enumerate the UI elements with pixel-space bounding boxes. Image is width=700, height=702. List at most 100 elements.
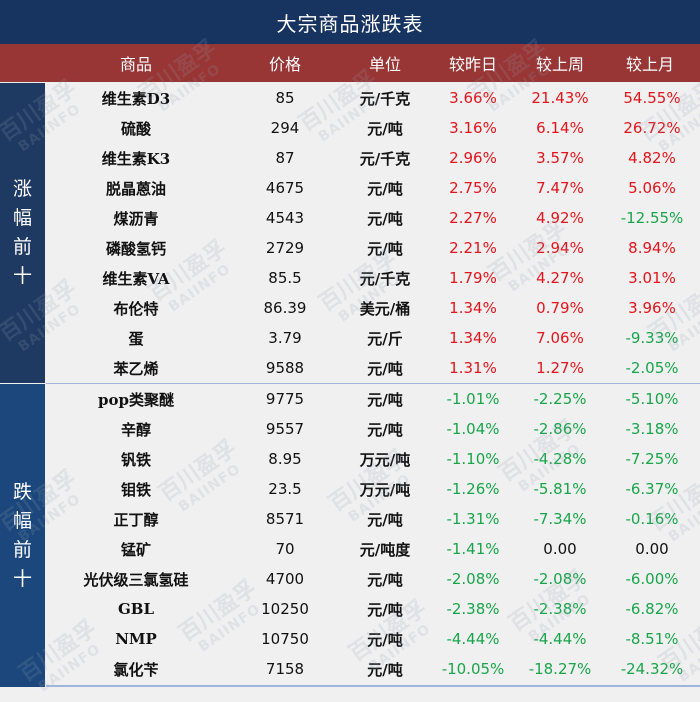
- table-row: 布伦特 86.39 美元/桶 1.34% 0.79% 3.96%: [46, 293, 700, 323]
- change-vs-last-month: 0.00: [635, 540, 669, 558]
- commodity-name: 维生素VA: [102, 269, 170, 288]
- commodity-name: 维生素D3: [101, 89, 171, 108]
- commodity-name: 蛋: [128, 329, 144, 348]
- price-value: 7158: [265, 660, 305, 678]
- change-vs-last-week: -18.27%: [528, 660, 592, 678]
- commodity-name: 正丁醇: [113, 510, 159, 529]
- change-vs-yesterday: 2.96%: [449, 149, 497, 167]
- change-vs-last-month: -12.55%: [620, 209, 684, 227]
- price-value: 23.5: [268, 480, 302, 498]
- price-value: 10750: [261, 630, 309, 648]
- change-vs-last-month: 5.06%: [628, 179, 676, 197]
- table-row: 脱晶蒽油 4675 元/吨 2.75% 7.47% 5.06%: [46, 173, 700, 203]
- price-value: 86.39: [263, 299, 307, 317]
- table-title-text: 大宗商品涨跌表: [276, 11, 424, 36]
- change-vs-last-week: -2.86%: [533, 420, 587, 438]
- change-vs-last-week: -5.81%: [533, 480, 587, 498]
- change-vs-yesterday: 3.16%: [449, 119, 497, 137]
- price-value: 85: [275, 89, 295, 107]
- change-vs-last-month: -5.10%: [625, 390, 679, 408]
- change-vs-yesterday: -1.10%: [446, 450, 500, 468]
- change-vs-last-month: -9.33%: [625, 329, 679, 347]
- table-row: 正丁醇 8571 元/吨 -1.31% -7.34% -0.16%: [46, 504, 700, 534]
- losers-rows: pop类聚醚 9775 元/吨 -1.01% -2.25% -5.10% 辛醇 9557 元/吨…: [46, 384, 700, 687]
- unit-label: 元/吨: [367, 239, 403, 258]
- price-value: 85.5: [268, 269, 302, 287]
- price-value: 70: [275, 540, 295, 558]
- change-vs-last-month: 26.72%: [623, 119, 681, 137]
- column-header-vs-last-week: 较上周: [535, 55, 584, 74]
- change-vs-yesterday: 1.79%: [449, 269, 497, 287]
- change-vs-last-month: -2.05%: [625, 359, 679, 377]
- table-row: 硫酸 294 元/吨 3.16% 6.14% 26.72%: [46, 113, 700, 143]
- change-vs-last-month: -3.18%: [625, 420, 679, 438]
- price-value: 8571: [265, 510, 305, 528]
- price-value: 9588: [265, 359, 305, 377]
- price-value: 3.79: [268, 329, 302, 347]
- section-label-char: 十: [12, 567, 32, 590]
- change-vs-yesterday: -10.05%: [441, 660, 505, 678]
- commodity-name: 布伦特: [113, 299, 159, 318]
- change-vs-yesterday: -2.08%: [446, 570, 500, 588]
- table-row: NMP 10750 元/吨 -4.44% -4.44% -8.51%: [46, 624, 700, 654]
- change-vs-yesterday: -1.01%: [446, 390, 500, 408]
- table-row: 氯化苄 7158 元/吨 -10.05% -18.27% -24.32%: [46, 654, 700, 684]
- change-vs-last-month: -7.25%: [625, 450, 679, 468]
- table-row: 煤沥青 4543 元/吨 2.27% 4.92% -12.55%: [46, 203, 700, 233]
- change-vs-last-month: -24.32%: [620, 660, 684, 678]
- change-vs-last-week: -2.08%: [533, 570, 587, 588]
- change-vs-yesterday: -2.38%: [446, 600, 500, 618]
- commodity-name: 煤沥青: [113, 209, 159, 228]
- change-vs-yesterday: -1.26%: [446, 480, 500, 498]
- table-row: 钒铁 8.95 万元/吨 -1.10% -4.28% -7.25%: [46, 444, 700, 474]
- change-vs-last-month: 3.96%: [628, 299, 676, 317]
- change-vs-last-month: 3.01%: [628, 269, 676, 287]
- section-label-char: 前: [12, 236, 32, 258]
- table-row: GBL 10250 元/吨 -2.38% -2.38% -6.82%: [46, 594, 700, 624]
- change-vs-yesterday: 1.34%: [449, 329, 497, 347]
- change-vs-last-month: 4.82%: [628, 149, 676, 167]
- change-vs-last-week: 7.47%: [536, 179, 584, 197]
- unit-label: 美元/桶: [359, 299, 411, 318]
- change-vs-last-week: 4.27%: [536, 269, 584, 287]
- price-value: 4543: [265, 209, 305, 227]
- change-vs-yesterday: -1.41%: [446, 540, 500, 558]
- change-vs-yesterday: 1.31%: [449, 359, 497, 377]
- table-row: 维生素D3 85 元/千克 3.66% 21.43% 54.55%: [46, 83, 700, 113]
- unit-label: 万元/吨: [359, 480, 411, 499]
- change-vs-last-week: 7.06%: [536, 329, 584, 347]
- change-vs-last-week: 6.14%: [536, 119, 584, 137]
- section-label-char: 跌: [12, 480, 32, 503]
- change-vs-yesterday: 2.21%: [449, 239, 497, 257]
- commodity-name: 磷酸氢钙: [105, 239, 166, 258]
- commodity-name: 钼铁: [120, 480, 151, 499]
- unit-label: 元/千克: [359, 149, 411, 168]
- commodity-name: 脱晶蒽油: [105, 179, 166, 198]
- change-vs-yesterday: 2.27%: [449, 209, 497, 227]
- change-vs-last-month: -6.37%: [625, 480, 679, 498]
- unit-label: 元/吨: [367, 630, 403, 649]
- unit-label: 元/吨: [367, 570, 403, 589]
- table-row: 蛋 3.79 元/斤 1.34% 7.06% -9.33%: [46, 323, 700, 353]
- unit-label: 元/吨: [367, 359, 403, 378]
- price-value: 10250: [261, 600, 309, 618]
- unit-label: 元/吨度: [359, 540, 411, 559]
- commodity-name: 氯化苄: [113, 660, 159, 679]
- table-bottom-border: [46, 685, 700, 687]
- top-losers-section: 跌 幅 前 十 pop类聚醚 9775 元/吨 -1.01% -2.25% -5.10% 辛…: [0, 384, 700, 687]
- price-value: 4700: [265, 570, 305, 588]
- change-vs-last-week: -2.25%: [533, 390, 587, 408]
- column-header-price: 价格: [268, 55, 301, 74]
- change-vs-last-week: -4.28%: [533, 450, 587, 468]
- section-label-gainers: 涨 幅 前 十: [0, 83, 45, 383]
- change-vs-yesterday: -1.04%: [446, 420, 500, 438]
- section-label-char: 前: [12, 538, 32, 561]
- table-row: 光伏级三氯氢硅 4700 元/吨 -2.08% -2.08% -6.00%: [46, 564, 700, 594]
- table-row: pop类聚醚 9775 元/吨 -1.01% -2.25% -5.10%: [46, 384, 700, 414]
- unit-label: 元/斤: [367, 329, 403, 348]
- table-row: 锰矿 70 元/吨度 -1.41% 0.00 0.00: [46, 534, 700, 564]
- unit-label: 元/吨: [367, 209, 403, 228]
- column-header-unit: 单位: [368, 55, 401, 74]
- section-label-char: 幅: [12, 207, 32, 229]
- price-value: 294: [270, 119, 300, 137]
